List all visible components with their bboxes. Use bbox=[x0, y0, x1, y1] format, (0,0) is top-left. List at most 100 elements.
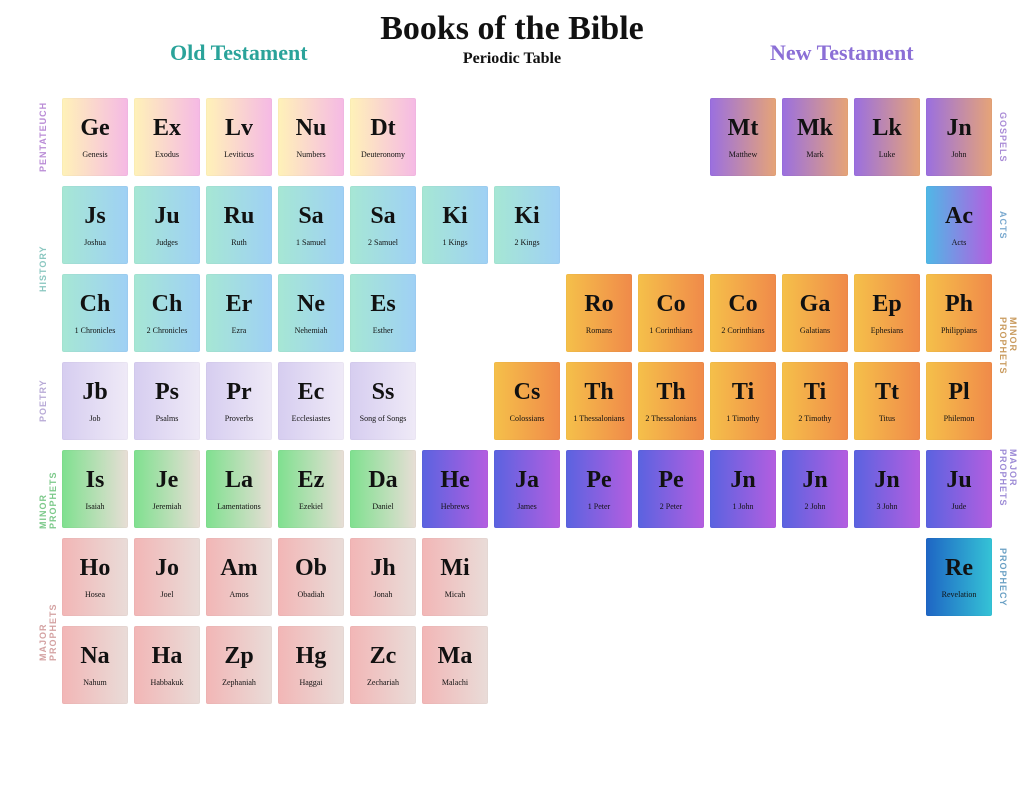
tile-2-chronicles: Ch2 Chronicles bbox=[134, 274, 200, 352]
nt-label: New Testament bbox=[770, 40, 914, 66]
tile-book-name: Esther bbox=[373, 326, 393, 335]
tile-lamentations: LaLamentations bbox=[206, 450, 272, 528]
tile-deuteronomy: DtDeuteronomy bbox=[350, 98, 416, 176]
category-label: ACTS bbox=[998, 185, 1008, 265]
tile-symbol: Sa bbox=[298, 204, 323, 228]
tile-symbol: Is bbox=[86, 468, 105, 492]
tile-book-name: 1 Timothy bbox=[726, 414, 759, 423]
tile-exodus: Ex Exodus bbox=[134, 98, 200, 176]
tile-isaiah: IsIsaiah bbox=[62, 450, 128, 528]
tile-book-name: 1 Thessalonians bbox=[573, 414, 624, 423]
tile-book-name: Habbakuk bbox=[151, 678, 184, 687]
tile-book-name: Nehemiah bbox=[295, 326, 328, 335]
tile-zephaniah: ZpZephaniah bbox=[206, 626, 272, 704]
tile-james: JaJames bbox=[494, 450, 560, 528]
tile-symbol: Ru bbox=[224, 204, 255, 228]
tile-book-name: Romans bbox=[586, 326, 612, 335]
tile-symbol: Ex bbox=[153, 116, 181, 140]
tile-symbol: Ec bbox=[298, 380, 325, 404]
tile-jeremiah: Je Jeremiah bbox=[134, 450, 200, 528]
tile-book-name: Song of Songs bbox=[360, 414, 407, 423]
tile-book-name: Titus bbox=[879, 414, 895, 423]
tile-book-name: Psalms bbox=[156, 414, 179, 423]
periodic-table-page: Books of the Bible Periodic Table Old Te… bbox=[0, 0, 1024, 791]
tile-book-name: Exodus bbox=[155, 150, 179, 159]
tile-jonah: JhJonah bbox=[350, 538, 416, 616]
tile-symbol: Th bbox=[584, 380, 613, 404]
tile-daniel: DaDaniel bbox=[350, 450, 416, 528]
tile-symbol: Je bbox=[156, 468, 179, 492]
category-label: PENTATEUCH bbox=[38, 97, 48, 177]
tile-symbol: Ep bbox=[872, 292, 901, 316]
tile-job: JbJob bbox=[62, 362, 128, 440]
category-label: HISTORY bbox=[38, 229, 48, 309]
tile-symbol: Da bbox=[368, 468, 397, 492]
tile-book-name: Lamentations bbox=[217, 502, 261, 511]
tile-book-name: Jeremiah bbox=[153, 502, 182, 511]
tile-symbol: Jn bbox=[874, 468, 899, 492]
tile-book-name: John bbox=[951, 150, 966, 159]
tile-symbol: Ge bbox=[80, 116, 109, 140]
tile-matthew: MtMatthew bbox=[710, 98, 776, 176]
tile-book-name: Joel bbox=[161, 590, 174, 599]
tile-book-name: 1 Kings bbox=[442, 238, 467, 247]
tile-book-name: Zephaniah bbox=[222, 678, 256, 687]
tile-book-name: Colossians bbox=[510, 414, 545, 423]
tile-symbol: Ki bbox=[514, 204, 539, 228]
tile-ezra: ErEzra bbox=[206, 274, 272, 352]
tile-haggai: HgHaggai bbox=[278, 626, 344, 704]
tile-book-name: Luke bbox=[879, 150, 895, 159]
tile-book-name: 1 John bbox=[732, 502, 753, 511]
tile-zechariah: ZcZechariah bbox=[350, 626, 416, 704]
tile-jude: JuJude bbox=[926, 450, 992, 528]
tile-symbol: Cs bbox=[514, 380, 541, 404]
tile-book-name: 2 Peter bbox=[660, 502, 682, 511]
tile-symbol: Jh bbox=[370, 556, 395, 580]
tile-leviticus: LvLeviticus bbox=[206, 98, 272, 176]
tile-3-john: Jn 3 John bbox=[854, 450, 920, 528]
tile-book-name: Deuteronomy bbox=[361, 150, 405, 159]
tile-book-name: Job bbox=[89, 414, 100, 423]
tile-symbol: Pe bbox=[658, 468, 683, 492]
category-label: MAJOR PROPHETS bbox=[998, 449, 1018, 529]
tile-proverbs: PrProverbs bbox=[206, 362, 272, 440]
tile-book-name: Philippians bbox=[941, 326, 977, 335]
tile-book-name: Hosea bbox=[85, 590, 105, 599]
tile-book-name: 1 Samuel bbox=[296, 238, 326, 247]
tile-hosea: HoHosea bbox=[62, 538, 128, 616]
tile-psalms: PsPsalms bbox=[134, 362, 200, 440]
tile-symbol: Ki bbox=[442, 204, 467, 228]
tile-book-name: Malachi bbox=[442, 678, 468, 687]
tile-symbol: Th bbox=[656, 380, 685, 404]
tile-book-name: 3 John bbox=[876, 502, 897, 511]
tile-habbakuk: Ha Habbakuk bbox=[134, 626, 200, 704]
tile-book-name: Proverbs bbox=[225, 414, 253, 423]
tile-symbol: He bbox=[440, 468, 469, 492]
tile-book-name: Ruth bbox=[231, 238, 247, 247]
tile-2-kings: Ki 2 Kings bbox=[494, 186, 560, 264]
tile-book-name: Haggai bbox=[299, 678, 322, 687]
tile-book-name: 2 Kings bbox=[514, 238, 539, 247]
tile-book-name: Galatians bbox=[800, 326, 830, 335]
tile-ezekiel: EzEzekiel bbox=[278, 450, 344, 528]
tile-symbol: Ph bbox=[945, 292, 973, 316]
tile-book-name: Acts bbox=[952, 238, 967, 247]
tile-symbol: Co bbox=[728, 292, 757, 316]
tile-symbol: Am bbox=[220, 556, 257, 580]
tile-2-timothy: Ti2 Timothy bbox=[782, 362, 848, 440]
tile-symbol: Ac bbox=[945, 204, 973, 228]
tile-book-name: Matthew bbox=[729, 150, 757, 159]
tile-symbol: Jo bbox=[155, 556, 179, 580]
tile-book-name: 1 Peter bbox=[588, 502, 610, 511]
tile-2-john: Jn2 John bbox=[782, 450, 848, 528]
category-label: MAJOR PROPHETS bbox=[38, 581, 58, 661]
tile-1-timothy: Ti1 Timothy bbox=[710, 362, 776, 440]
tile-symbol: Na bbox=[80, 644, 109, 668]
tile-joel: Jo Joel bbox=[134, 538, 200, 616]
tile-john: JnJohn bbox=[926, 98, 992, 176]
tile-symbol: Ha bbox=[152, 644, 183, 668]
tile-esther: EsEsther bbox=[350, 274, 416, 352]
tile-book-name: Ecclesiastes bbox=[292, 414, 331, 423]
tile-book-name: Ezra bbox=[232, 326, 247, 335]
tile-book-name: Joshua bbox=[84, 238, 106, 247]
